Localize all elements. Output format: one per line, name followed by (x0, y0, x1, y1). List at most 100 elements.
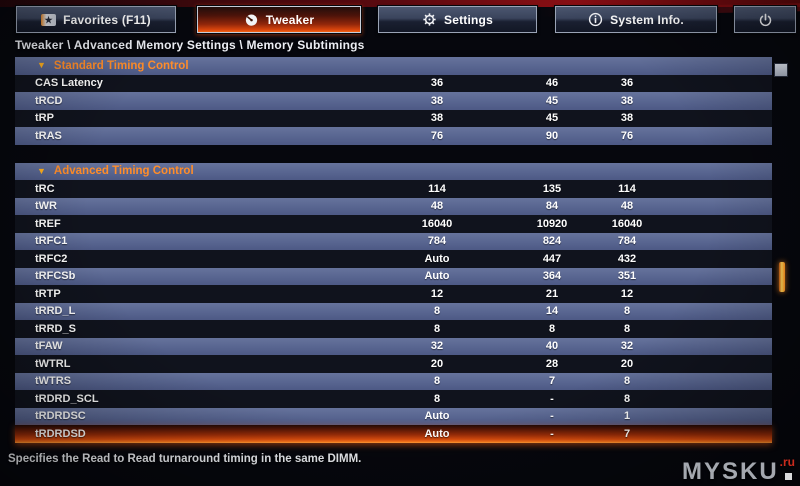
section-title: Standard Timing Control (53, 59, 189, 72)
tweaker-button[interactable]: Tweaker (196, 5, 362, 34)
timing-value-col1: Auto (424, 252, 450, 265)
timing-value-col1: 16040 (421, 217, 453, 230)
item-help-text: Specifies the Read to Read turnaround ti… (8, 453, 362, 465)
timing-row[interactable]: tRFC1 784 824 784 (15, 232, 772, 250)
timing-value-col1: Auto (424, 427, 450, 440)
timing-row[interactable]: tRDRD_SCL 8 - 8 (15, 390, 772, 408)
section-title: Advanced Timing Control (53, 165, 194, 178)
timing-section: ▼ Standard Timing Control CAS Latency 36 46 3… (15, 57, 772, 145)
collapse-triangle-icon: ▼ (37, 60, 46, 71)
timing-row[interactable]: tRP 38 45 38 (15, 109, 772, 127)
timing-value-col3: 114 (618, 182, 636, 195)
timing-row[interactable]: tREF 16040 10920 16040 (15, 215, 772, 233)
info-icon (588, 12, 603, 27)
timing-label: tWTRS (35, 375, 72, 388)
timing-value-col1: Auto (424, 270, 450, 283)
timing-label: tRP (35, 112, 54, 125)
timing-value-col1: 32 (430, 340, 444, 353)
timing-value-col2: 10920 (536, 217, 568, 230)
timing-value-col3: 432 (617, 252, 637, 265)
timing-row[interactable]: tRDRDSC Auto - 1 (15, 407, 772, 425)
scrollbar-top-button[interactable] (774, 63, 788, 77)
tweaker-label: Tweaker (265, 12, 315, 27)
timing-value-col2: 21 (545, 287, 559, 300)
timing-row[interactable]: tRFC2 Auto 447 432 (15, 250, 772, 268)
timing-value-col1: 784 (427, 235, 447, 248)
timing-value-col3: 16040 (611, 217, 643, 230)
timing-value-col2: 824 (542, 235, 562, 248)
timing-value-col3: 7 (623, 427, 631, 440)
collapse-triangle-icon: ▼ (37, 165, 46, 176)
timing-value-col1: 114 (428, 182, 446, 195)
timing-label: tWTRL (35, 357, 71, 370)
timing-value-col2: - (550, 427, 554, 440)
timing-value-col2: 8 (548, 322, 556, 335)
timing-value-col1: 12 (430, 287, 444, 300)
timing-value-col1: 76 (430, 129, 444, 142)
timing-value-col3: 12 (620, 287, 634, 300)
timing-value-col1: 8 (433, 305, 441, 318)
system-info-label: System Info. (610, 12, 684, 27)
gear-icon (422, 12, 437, 27)
timing-value-col3: 38 (620, 94, 634, 107)
timing-label: tRC (35, 182, 55, 195)
timing-row[interactable]: tWR 48 84 48 (15, 197, 772, 215)
timing-row[interactable]: tRRD_S 8 8 8 (15, 320, 772, 338)
timing-value-col2: - (550, 410, 554, 423)
timing-row[interactable]: tRC 114 135 114 (15, 180, 772, 198)
timing-label: tRDRD_SCL (35, 392, 99, 405)
timing-label: tRAS (35, 129, 62, 142)
timing-value-col2: 40 (545, 340, 559, 353)
watermark-square (785, 473, 792, 480)
timing-row[interactable]: tRTP 12 21 12 (15, 285, 772, 303)
timing-value-col1: 36 (430, 77, 444, 90)
timing-label: tRFC1 (35, 235, 68, 248)
timing-label: tRTP (35, 287, 61, 300)
section-header[interactable]: ▼ Advanced Timing Control (15, 162, 772, 180)
section-header[interactable]: ▼ Standard Timing Control (15, 57, 772, 75)
star-icon: ★ (41, 12, 57, 27)
favorites-button[interactable]: ★ Favorites (F11) (15, 5, 177, 34)
timing-value-col3: 38 (620, 112, 634, 125)
timing-value-col2: 7 (548, 375, 556, 388)
favorites-label: Favorites (F11) (63, 12, 151, 27)
gauge-icon (244, 12, 259, 27)
timing-row[interactable]: tWTRL 20 28 20 (15, 355, 772, 373)
timing-row[interactable]: tRRD_L 8 14 8 (15, 302, 772, 320)
timing-value-col1: Auto (424, 410, 450, 423)
timing-row[interactable]: tFAW 32 40 32 (15, 337, 772, 355)
timing-value-col1: 38 (430, 94, 444, 107)
system-info-button[interactable]: System Info. (554, 5, 718, 34)
power-button[interactable] (733, 5, 797, 34)
timing-row[interactable]: tRAS 76 90 76 (15, 127, 772, 145)
timing-label: tREF (35, 217, 61, 230)
timing-row[interactable]: tRDRDSD Auto - 7 (15, 425, 772, 443)
timing-value-col1: 8 (433, 375, 441, 388)
timing-row[interactable]: CAS Latency 36 46 36 (15, 74, 772, 92)
timing-row[interactable]: tWTRS 8 7 8 (15, 372, 772, 390)
timing-value-col1: 38 (430, 112, 444, 125)
timing-value-col3: 351 (617, 270, 637, 283)
timing-label: tRFCSb (35, 270, 76, 283)
timing-label: tRRD_L (35, 305, 76, 318)
timing-value-col3: 20 (620, 357, 634, 370)
top-nav: ★ Favorites (F11) Tweaker (0, 5, 800, 34)
watermark: MYSKU .ru (681, 456, 795, 485)
timing-row[interactable]: tRCD 38 45 38 (15, 92, 772, 110)
timing-value-col3: 36 (620, 77, 634, 90)
timing-value-col1: 8 (433, 392, 441, 405)
timing-label: tRDRDSC (35, 410, 86, 423)
scrollbar-thumb[interactable] (779, 262, 785, 292)
timing-value-col2: 28 (545, 357, 559, 370)
timing-row[interactable]: tRFCSb Auto 364 351 (15, 267, 772, 285)
settings-button[interactable]: Settings (377, 5, 538, 34)
timing-value-col3: 8 (623, 322, 631, 335)
timing-value-col2: 135 (542, 182, 562, 195)
timing-value-col3: 1 (623, 410, 631, 423)
timing-value-col2: 45 (545, 94, 559, 107)
timing-value-col1: 48 (430, 200, 444, 213)
timing-value-col2: 447 (542, 252, 562, 265)
timing-value-col3: 32 (620, 340, 634, 353)
timing-value-col2: 364 (542, 270, 562, 283)
watermark-text: MYSKU (681, 458, 779, 485)
